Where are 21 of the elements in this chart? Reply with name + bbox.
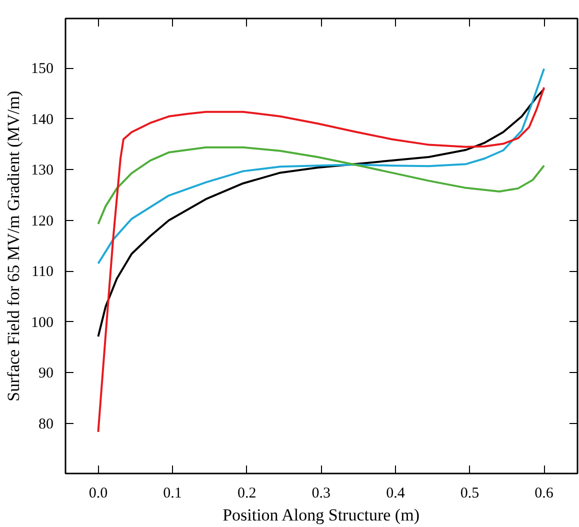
x-tick-label: 0.0	[88, 486, 108, 502]
y-tick-label: 80	[38, 416, 54, 432]
y-tick-label: 120	[31, 213, 54, 230]
y-tick-label: 150	[31, 61, 54, 78]
y-tick-label: 130	[31, 162, 54, 179]
x-tick-label: 0.5	[460, 486, 480, 502]
line-series	[97, 68, 546, 264]
x-tick-label: 0.4	[386, 486, 406, 502]
line-series	[97, 88, 546, 338]
y-tick-label: 100	[31, 314, 54, 331]
x-tick-label: 0.3	[312, 486, 331, 502]
x-tick-label: 0.6	[534, 486, 554, 502]
y-tick-label: 90	[38, 366, 54, 382]
x-tick-label: 0.1	[163, 486, 182, 502]
line-series	[97, 146, 546, 225]
y-axis-title: Surface Field for 65 MV/m Gradient (MV/m)	[4, 90, 23, 402]
x-axis-title: Position Along Structure (m)	[222, 506, 420, 524]
line-series	[97, 86, 546, 433]
y-tick-label: 110	[32, 264, 54, 280]
x-tick-label: 0.2	[237, 486, 256, 502]
y-tick-label: 140	[31, 112, 54, 128]
